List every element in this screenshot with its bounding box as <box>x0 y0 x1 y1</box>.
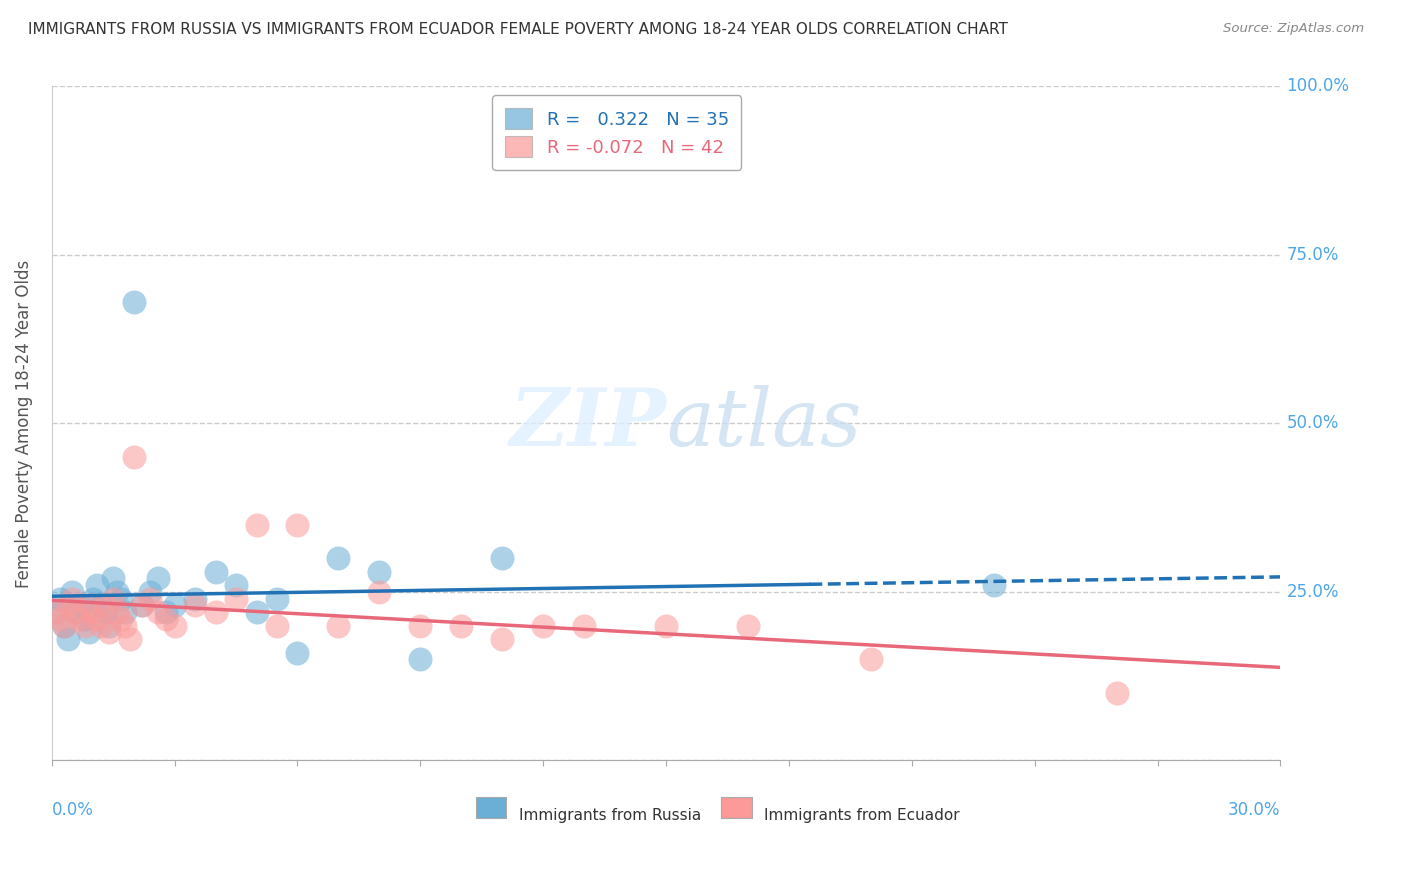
Point <box>69 612 91 626</box>
Point <box>139 591 162 606</box>
Point <box>131 599 153 613</box>
Point <box>155 605 177 619</box>
Point <box>77 625 100 640</box>
Point <box>155 612 177 626</box>
Point <box>148 605 170 619</box>
Point <box>60 591 83 606</box>
Point <box>572 618 595 632</box>
FancyBboxPatch shape <box>721 797 752 818</box>
Point <box>148 571 170 585</box>
Point <box>450 618 472 632</box>
Point <box>86 578 108 592</box>
Point <box>94 599 117 613</box>
Point <box>110 591 132 606</box>
Point <box>69 599 91 613</box>
Point <box>110 612 132 626</box>
Point <box>204 605 226 619</box>
Point <box>225 591 247 606</box>
Text: Immigrants from Ecuador: Immigrants from Ecuador <box>765 807 960 822</box>
Point <box>65 605 87 619</box>
Point <box>163 618 186 632</box>
Text: ZIP: ZIP <box>509 384 666 462</box>
Point <box>98 618 121 632</box>
Text: 50.0%: 50.0% <box>1286 415 1339 433</box>
Point <box>49 612 72 626</box>
Text: 0.0%: 0.0% <box>52 801 94 819</box>
Point <box>73 612 96 626</box>
Point <box>56 599 79 613</box>
Point <box>139 585 162 599</box>
Text: 75.0%: 75.0% <box>1286 246 1339 264</box>
Text: IMMIGRANTS FROM RUSSIA VS IMMIGRANTS FROM ECUADOR FEMALE POVERTY AMONG 18-24 YEA: IMMIGRANTS FROM RUSSIA VS IMMIGRANTS FRO… <box>28 22 1008 37</box>
Point <box>45 605 67 619</box>
Point <box>114 618 136 632</box>
Point <box>101 571 124 585</box>
Point <box>53 618 76 632</box>
Point <box>122 295 145 310</box>
Point <box>53 618 76 632</box>
Point <box>82 591 104 606</box>
Point <box>225 578 247 592</box>
Point <box>122 450 145 464</box>
Point <box>105 585 128 599</box>
Point <box>1105 686 1128 700</box>
Point <box>368 565 391 579</box>
Point <box>56 632 79 646</box>
Point <box>409 652 432 666</box>
Point <box>73 618 96 632</box>
Text: 30.0%: 30.0% <box>1227 801 1281 819</box>
Point <box>98 625 121 640</box>
Point <box>859 652 882 666</box>
Text: atlas: atlas <box>666 384 862 462</box>
Point <box>65 605 87 619</box>
Point <box>328 618 350 632</box>
Text: 25.0%: 25.0% <box>1286 582 1339 601</box>
Point <box>491 632 513 646</box>
Point <box>86 612 108 626</box>
Text: Immigrants from Russia: Immigrants from Russia <box>519 807 700 822</box>
Point <box>204 565 226 579</box>
Point <box>368 585 391 599</box>
Point <box>184 599 207 613</box>
Point <box>184 591 207 606</box>
Point <box>105 605 128 619</box>
Point <box>163 599 186 613</box>
Point <box>266 591 288 606</box>
Point <box>114 605 136 619</box>
Point <box>655 618 678 632</box>
Legend: R =   0.322   N = 35, R = -0.072   N = 42: R = 0.322 N = 35, R = -0.072 N = 42 <box>492 95 741 169</box>
Text: 100.0%: 100.0% <box>1286 78 1350 95</box>
FancyBboxPatch shape <box>475 797 506 818</box>
Point <box>491 551 513 566</box>
Point <box>101 591 124 606</box>
Point <box>266 618 288 632</box>
Point <box>49 591 72 606</box>
Point <box>90 618 112 632</box>
Point <box>60 585 83 599</box>
Point <box>82 605 104 619</box>
Point <box>287 517 309 532</box>
Point <box>531 618 554 632</box>
Point <box>245 605 267 619</box>
Point <box>983 578 1005 592</box>
Point <box>77 599 100 613</box>
Point <box>118 632 141 646</box>
Point <box>245 517 267 532</box>
Point <box>131 599 153 613</box>
Y-axis label: Female Poverty Among 18-24 Year Olds: Female Poverty Among 18-24 Year Olds <box>15 260 32 588</box>
Point <box>45 605 67 619</box>
Point <box>737 618 759 632</box>
Point <box>409 618 432 632</box>
Point <box>287 646 309 660</box>
Point <box>94 605 117 619</box>
Point <box>328 551 350 566</box>
Text: Source: ZipAtlas.com: Source: ZipAtlas.com <box>1223 22 1364 36</box>
Point <box>90 599 112 613</box>
